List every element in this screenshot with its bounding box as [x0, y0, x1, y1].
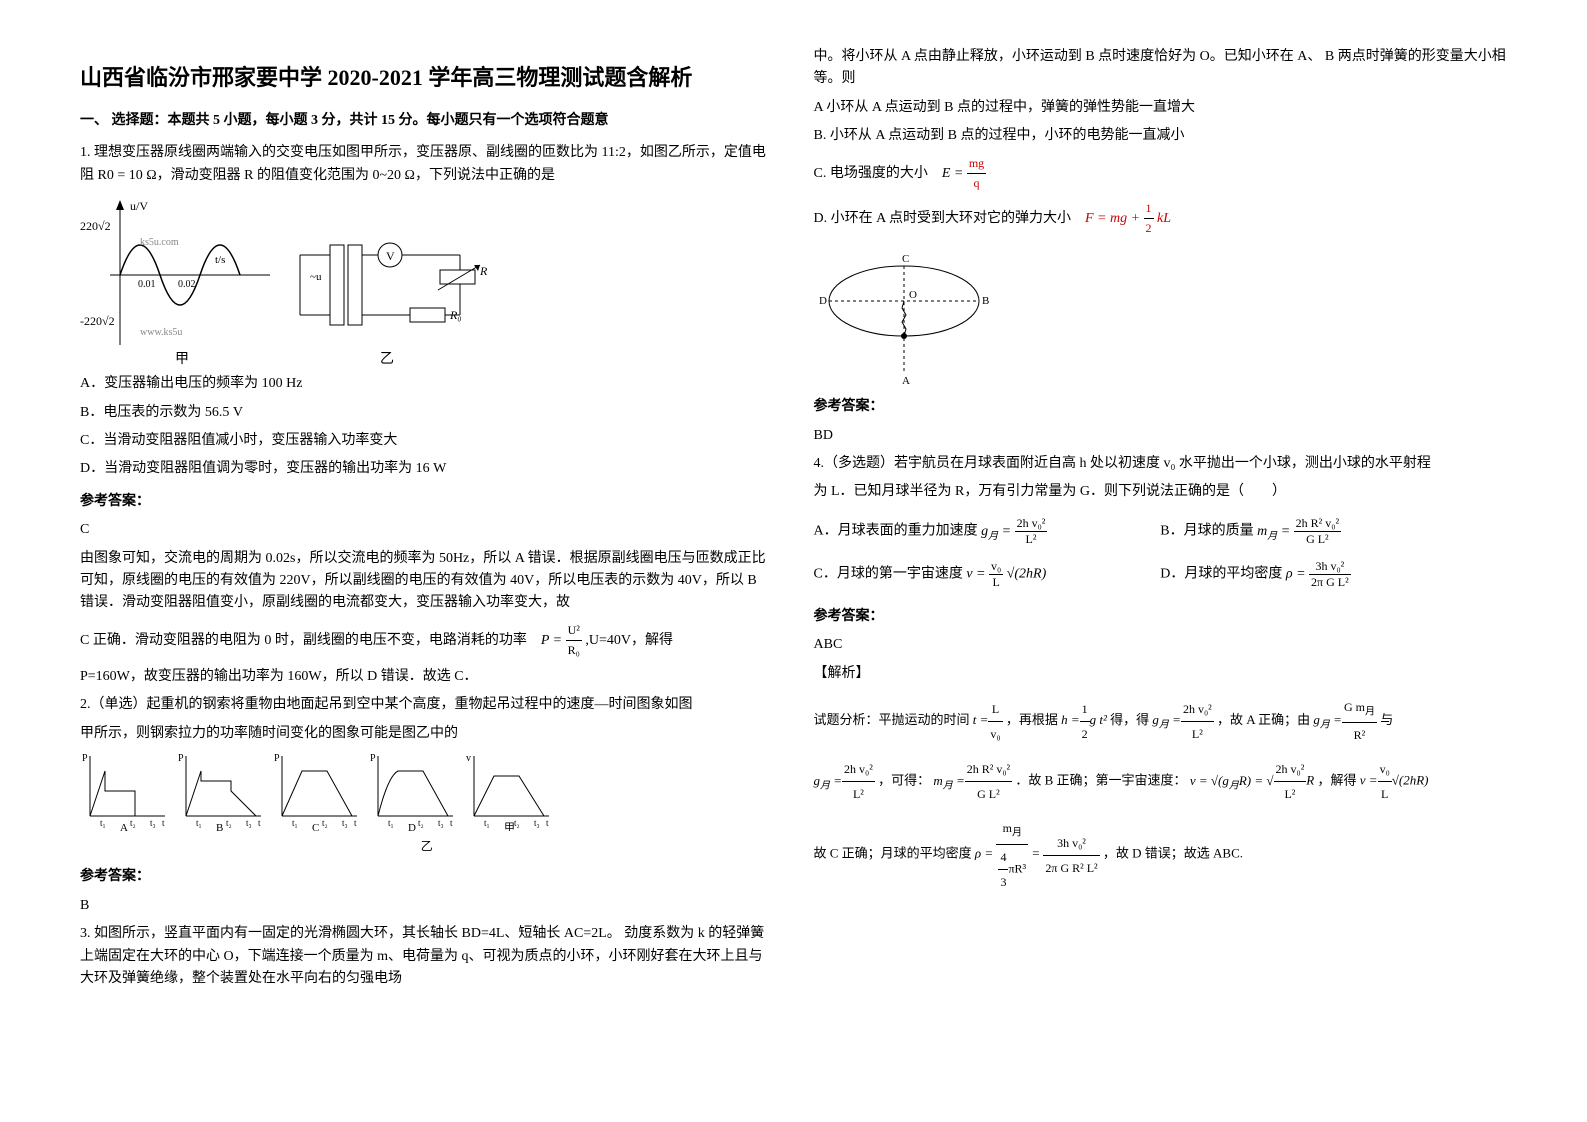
- svg-text:A: A: [902, 375, 910, 386]
- svg-text:t₃: t₃: [150, 818, 156, 828]
- y-bot-label: -220√2: [80, 314, 115, 328]
- q3-answer-label: 参考答案：: [814, 396, 1508, 418]
- chart-jia: v t₁t₂t₃t 甲: [464, 751, 554, 831]
- svg-text:D: D: [819, 295, 827, 307]
- q1-stem: 1. 理想变压器原线圈两端输入的交变电压如图甲所示，变压器原、副线圈的匝数比为 …: [80, 142, 774, 187]
- voltmeter-label: V: [386, 249, 395, 263]
- ellipse-figure: C O B D A: [814, 246, 1508, 386]
- svg-text:t: t: [258, 818, 261, 828]
- svg-text:t₂: t₂: [226, 818, 232, 828]
- svg-text:A: A: [120, 822, 128, 831]
- svg-text:t₁: t₁: [484, 818, 490, 828]
- watermark2: www.ks5u: [140, 327, 182, 338]
- q1-explain2: C 正确．滑动变阻器的电阻为 0 时，副线圈的电压不变，电路消耗的功率 P = …: [80, 621, 774, 660]
- q1-answer: C: [80, 519, 774, 541]
- xmark1: 0.01: [138, 279, 156, 290]
- watermark1: ks5u.com: [140, 237, 179, 248]
- chart-C: P t₁ t₂ t₃ t C: [272, 751, 362, 831]
- q3-stem: 3. 如图所示，竖直平面内有一固定的光滑椭圆大环，其长轴长 BD=4L、短轴长 …: [80, 923, 774, 990]
- q2-figure-row: P t₁ t₂ t₃ t A P t₁ t₂ t₃ t B P t₁ t₂ t₃ t C: [80, 751, 774, 831]
- svg-text:t₃: t₃: [438, 818, 444, 828]
- svg-text:t₁: t₁: [292, 818, 298, 828]
- axis-u-label: u/V: [130, 199, 148, 213]
- svg-text:v: v: [466, 753, 471, 764]
- svg-text:B: B: [216, 822, 223, 831]
- q1-explain3: P=160W，故变压器的输出功率为 160W，所以 D 错误．故选 C．: [80, 666, 774, 688]
- y-top-label: 220√2: [80, 219, 111, 233]
- svg-text:P: P: [178, 753, 184, 764]
- svg-text:t₁: t₁: [388, 818, 394, 828]
- svg-text:t: t: [354, 818, 357, 828]
- label-yi: 乙: [380, 351, 394, 365]
- q3-optA: A 小环从 A 点运动到 B 点的过程中，弹簧的弹性势能一直增大: [814, 97, 1508, 119]
- R0-label: R₀: [449, 308, 462, 322]
- R-label: R: [479, 264, 488, 278]
- chart-A: P t₁ t₂ t₃ t A: [80, 751, 170, 831]
- q2-answer: B: [80, 895, 774, 917]
- q4-answer-label: 参考答案：: [814, 606, 1508, 628]
- svg-text:P: P: [82, 753, 88, 764]
- svg-text:C: C: [902, 253, 909, 265]
- xmark2: 0.02: [178, 279, 196, 290]
- q1-optA: A．变压器输出电压的频率为 100 Hz: [80, 373, 774, 395]
- left-column: 山西省临汾市邢家要中学 2020-2021 学年高三物理测试题含解析 一、 选择…: [60, 40, 794, 1082]
- svg-text:D: D: [408, 822, 416, 831]
- section-heading: 一、 选择题：本题共 5 小题，每小题 3 分，共计 15 分。每小题只有一个选…: [80, 110, 774, 132]
- svg-text:t₁: t₁: [100, 818, 106, 828]
- right-column: 中。将小环从 A 点由静止释放，小环运动到 B 点时速度恰好为 O。已知小环在 …: [794, 40, 1528, 1082]
- q1-optC: C．当滑动变阻器阻值减小时，变压器输入功率变大: [80, 430, 774, 452]
- q1-optD: D．当滑动变阻器阻值调为零时，变压器的输出功率为 16 W: [80, 458, 774, 480]
- q2-stem1: 2.（单选）起重机的钢索将重物由地面起吊到空中某个高度，重物起吊过程中的速度—时…: [80, 694, 774, 716]
- q3-answer: BD: [814, 425, 1508, 447]
- label-jia: 甲: [175, 352, 189, 365]
- tilde-u: ~u: [310, 271, 322, 283]
- q4-stem1: 4.（多选题）若宇航员在月球表面附近自高 h 处以初速度 v₀ 水平抛出一个小球…: [814, 453, 1508, 475]
- svg-text:O: O: [909, 289, 917, 301]
- page-title: 山西省临汾市邢家要中学 2020-2021 学年高三物理测试题含解析: [80, 60, 774, 92]
- q1-answer-label: 参考答案：: [80, 491, 774, 513]
- svg-text:P: P: [370, 753, 376, 764]
- q4-exp-label: 【解析】: [814, 663, 1508, 685]
- q1-optB: B．电压表的示数为 56.5 V: [80, 402, 774, 424]
- svg-text:t₂: t₂: [418, 818, 424, 828]
- q3-optC: C. 电场强度的大小 E = mgq: [814, 154, 1508, 193]
- svg-text:t: t: [162, 818, 165, 828]
- q3-cont-line1: 中。将小环从 A 点由静止释放，小环运动到 B 点时速度恰好为 O。已知小环在 …: [814, 46, 1508, 91]
- svg-text:B: B: [982, 295, 989, 307]
- q4-exp2: g月 =2h v₀²L² ，可得： m月 =2h R² v₀²G L² ．故 B…: [814, 757, 1508, 806]
- q2-sublabel: 乙: [80, 837, 774, 856]
- svg-text:t: t: [546, 818, 549, 828]
- q1-figure: u/V 220√2 -220√2 0.01 0.02 t/s ks5u.com …: [80, 195, 774, 365]
- q4-exp3: 故 C 正确；月球的平均密度 ρ = m月43πR³ = 3h v₀²2π G …: [814, 816, 1508, 893]
- q3-optD: D. 小环在 A 点时受到大环对它的弹力大小 F = mg + 12 kL: [814, 199, 1508, 238]
- q4-exp1: 试题分析：平抛运动的时间 t =Lv₀ ，再根据 h =12g t² 得，得 g…: [814, 695, 1508, 747]
- svg-text:t₃: t₃: [342, 818, 348, 828]
- svg-text:t₃: t₃: [534, 818, 540, 828]
- q4-answer: ABC: [814, 634, 1508, 656]
- chart-D: P t₁ t₂ t₃ t D: [368, 751, 458, 831]
- svg-text:t₁: t₁: [196, 818, 202, 828]
- svg-text:t₂: t₂: [322, 818, 328, 828]
- svg-text:P: P: [274, 753, 280, 764]
- svg-text:t₂: t₂: [130, 818, 136, 828]
- q2-stem2: 甲所示，则钢索拉力的功率随时间变化的图象可能是图乙中的: [80, 723, 774, 745]
- chart-B: P t₁ t₂ t₃ t B: [176, 751, 266, 831]
- q4-options: A．月球表面的重力加速度 g月 = 2h v₀²L² B．月球的质量 m月 = …: [814, 510, 1508, 596]
- svg-text:t₃: t₃: [246, 818, 252, 828]
- svg-text:甲: 甲: [504, 822, 515, 831]
- axis-t: t/s: [215, 254, 225, 266]
- svg-text:t: t: [450, 818, 453, 828]
- svg-text:C: C: [312, 822, 319, 831]
- q1-explain1: 由图象可知，交流电的周期为 0.02s，所以交流电的频率为 50Hz，所以 A …: [80, 548, 774, 615]
- q3-optB: B. 小环从 A 点运动到 B 点的过程中，小环的电势能一直减小: [814, 125, 1508, 147]
- q2-answer-label: 参考答案：: [80, 866, 774, 888]
- q4-stem2: 为 L．已知月球半径为 R，万有引力常量为 G．则下列说法正确的是（ ）: [814, 481, 1508, 503]
